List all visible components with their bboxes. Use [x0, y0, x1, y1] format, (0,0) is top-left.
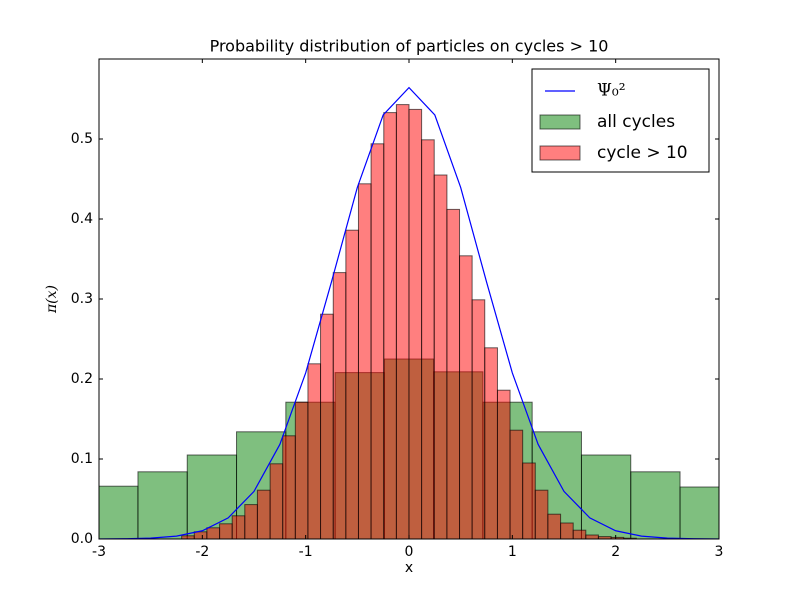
histogram-bar: [294, 401, 309, 539]
histogram-bar: [421, 139, 435, 539]
histogram-bar: [231, 515, 246, 539]
legend-label: all cycles: [597, 112, 675, 132]
histogram-bar: [534, 489, 549, 539]
y-tick-label: 0.1: [71, 451, 93, 467]
x-axis-label: x: [405, 560, 413, 576]
legend-label: cycle > 10: [597, 143, 688, 163]
histogram-bar: [395, 104, 410, 539]
legend-patch: [539, 145, 581, 161]
histogram-bar: [630, 471, 681, 539]
histogram-bar: [471, 299, 486, 539]
histogram-bar: [383, 112, 397, 539]
y-tick-label: 0.0: [71, 531, 93, 547]
histogram-bar: [509, 429, 524, 539]
histogram-bar: [357, 183, 372, 539]
histogram-bar: [496, 389, 511, 539]
histogram-bar: [332, 272, 347, 539]
histogram-bar: [679, 486, 719, 539]
histogram-bar: [560, 522, 574, 539]
histogram-bar: [522, 462, 536, 539]
histogram-bar: [547, 513, 562, 539]
histogram-bar: [99, 485, 139, 539]
histogram-bar: [307, 363, 322, 539]
x-tick-label: 1: [508, 544, 517, 560]
y-tick-label: 0.3: [71, 291, 93, 307]
x-tick-label: -1: [299, 544, 313, 560]
histogram-bar: [256, 489, 271, 539]
histogram-bar: [408, 108, 423, 539]
histogram-bar: [345, 229, 359, 539]
histogram-bar: [433, 174, 448, 539]
histogram-bar: [269, 463, 284, 539]
histogram-bar: [193, 531, 208, 539]
plot-area: [99, 86, 719, 539]
x-tick-label: -3: [92, 544, 106, 560]
x-tick-label: 3: [715, 544, 724, 560]
histogram-bar: [206, 527, 221, 539]
x-tick-label: -2: [195, 544, 209, 560]
histogram-bar: [219, 523, 233, 539]
histogram-bar: [244, 504, 258, 539]
y-tick-label: 0.4: [71, 211, 93, 227]
histogram-bar: [572, 529, 587, 539]
x-tick-label: 0: [405, 544, 414, 560]
histogram-bar: [282, 435, 296, 539]
chart-title: Probability distribution of particles on…: [210, 37, 609, 56]
x-tick-label: 2: [611, 544, 620, 560]
histogram-bar: [446, 208, 461, 539]
histogram-bar: [585, 534, 599, 539]
line: [99, 86, 719, 539]
histogram-bar: [320, 313, 334, 539]
histogram-bar: [484, 347, 498, 539]
y-tick-label: 0.2: [71, 371, 93, 387]
legend-patch: [539, 114, 581, 130]
y-axis-label: π(x): [44, 285, 60, 314]
legend-label: Ψ₀²: [597, 81, 626, 101]
y-tick-label: 0.5: [71, 131, 93, 147]
histogram-bar: [137, 471, 188, 539]
histogram-bar: [459, 255, 473, 539]
histogram-bar: [370, 143, 385, 539]
